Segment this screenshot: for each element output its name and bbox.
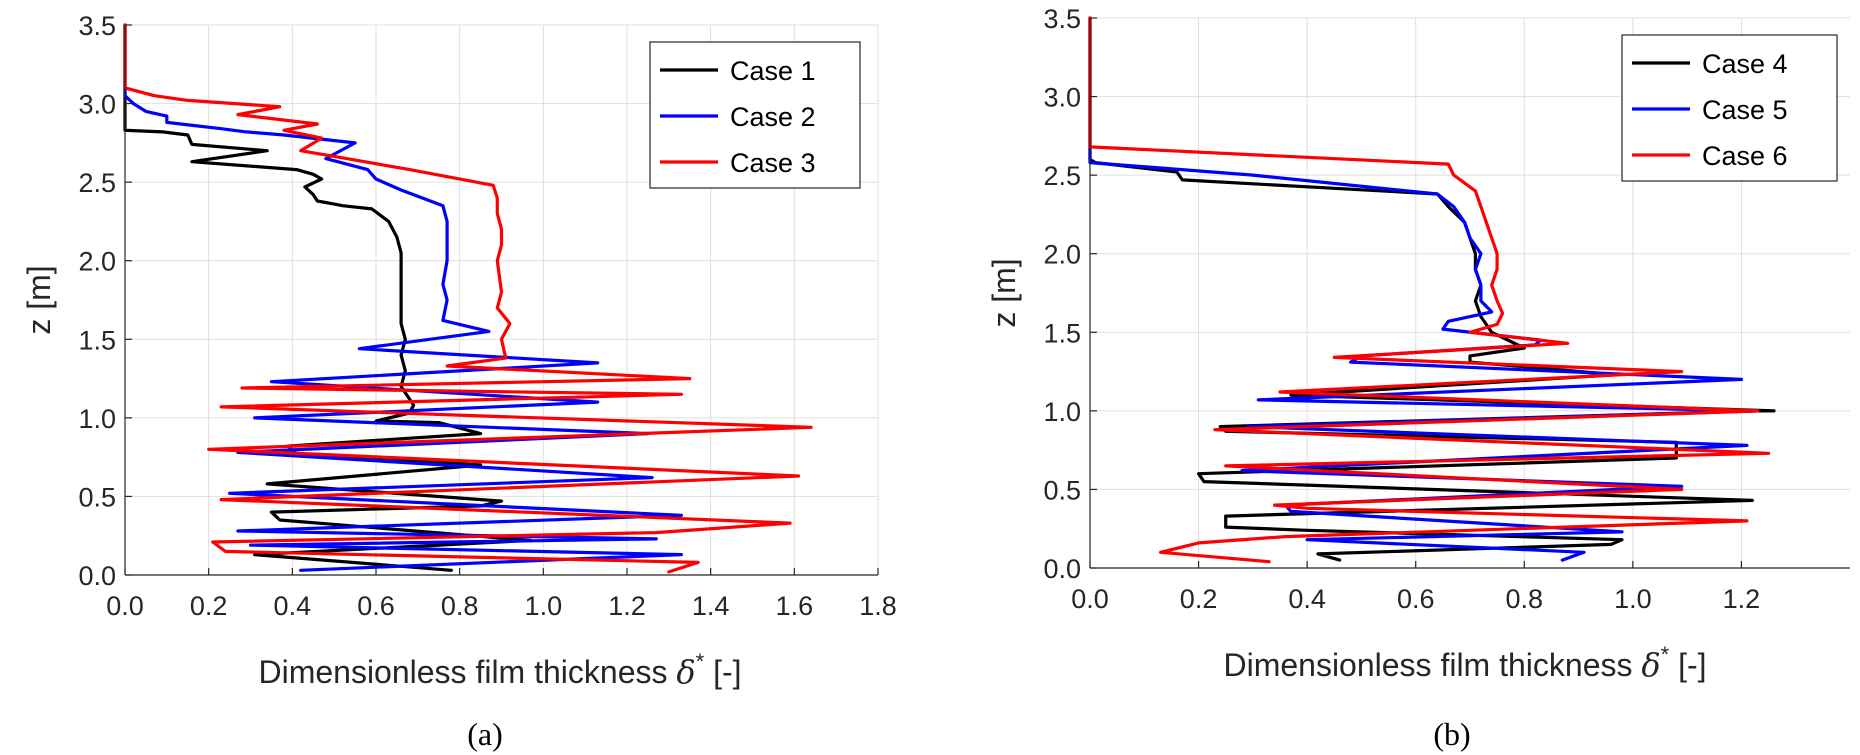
y-tick-label: 1.5	[1043, 318, 1081, 348]
x-axis-label-unit: [-]	[1669, 647, 1706, 683]
y-tick-label: 1.5	[78, 325, 116, 355]
x-tick-label: 0.2	[190, 591, 228, 621]
x-axis-label-sup: *	[696, 649, 705, 674]
x-tick-label: 0.8	[441, 591, 479, 621]
x-axis-label-symbol: δ	[676, 653, 695, 691]
y-tick-label: 0.0	[1043, 554, 1081, 584]
chart-panel-a: 0.0 0.2 0.4 0.6 0.8 1.0 1.2 1.4 1.6 1.8 0.0 0.5 1.0 1…	[21, 11, 897, 752]
series-line-case-3	[123, 23, 813, 574]
legend-label: Case 6	[1702, 141, 1788, 171]
x-tick-label: 1.8	[859, 591, 897, 621]
y-tick-label: 3.5	[1043, 4, 1081, 34]
x-tick-label: 1.2	[608, 591, 646, 621]
x-tick-label: 1.0	[1614, 584, 1652, 614]
panel-caption: (a)	[467, 716, 503, 752]
legend-label: Case 5	[1702, 95, 1788, 125]
y-tick-label: 0.5	[78, 482, 116, 512]
legend: Case 4 Case 5 Case 6	[1621, 34, 1838, 182]
legend-label: Case 2	[730, 102, 816, 132]
series-line-case-1	[123, 23, 533, 572]
legend-label: Case 1	[730, 56, 816, 86]
y-axis-label: z [m]	[986, 258, 1022, 327]
x-tick-label: 0.0	[1071, 584, 1109, 614]
x-tick-label: 0.0	[106, 591, 144, 621]
x-tick-label: 1.2	[1723, 584, 1761, 614]
series-line-case-6	[1088, 16, 1771, 564]
x-axis-label-symbol: δ	[1641, 646, 1660, 684]
x-axis-label-text: Dimensionless film thickness	[258, 654, 676, 690]
x-tick-label: 0.6	[357, 591, 395, 621]
x-tick-label: 1.6	[776, 591, 814, 621]
y-tick-label: 1.0	[1043, 397, 1081, 427]
x-tick-label: 1.4	[692, 591, 730, 621]
series-line-case-4	[1088, 16, 1776, 562]
y-tick-label: 3.5	[78, 11, 116, 41]
panel-caption: (b)	[1433, 716, 1470, 752]
y-tick-label: 3.0	[78, 90, 116, 120]
y-axis-label: z [m]	[21, 265, 57, 334]
x-axis-label: Dimensionless film thickness δ* [-]	[1223, 642, 1706, 684]
x-tick-label: 0.2	[1180, 584, 1218, 614]
series-line-case-2	[123, 23, 684, 572]
legend: Case 1 Case 2 Case 3	[649, 41, 861, 189]
y-tick-label: 0.0	[78, 561, 116, 591]
x-axis-label: Dimensionless film thickness δ* [-]	[258, 649, 741, 691]
legend-label: Case 4	[1702, 49, 1788, 79]
y-tick-label: 2.0	[1043, 240, 1081, 270]
y-tick-label: 0.5	[1043, 475, 1081, 505]
y-tick-label: 1.0	[78, 404, 116, 434]
x-tick-label: 0.6	[1397, 584, 1435, 614]
x-tick-label: 1.0	[525, 591, 563, 621]
chart-panel-b: 0.0 0.2 0.4 0.6 0.8 1.0 1.2 0.0 0.5 1.0 1.5 2.0 2.5 3…	[986, 4, 1850, 752]
y-tick-label: 2.5	[1043, 161, 1081, 191]
y-tick-label: 2.0	[78, 247, 116, 277]
x-tick-label: 0.8	[1506, 584, 1544, 614]
x-axis-label-unit: [-]	[704, 654, 741, 690]
x-tick-label: 0.4	[1288, 584, 1326, 614]
x-axis-label-text: Dimensionless film thickness	[1223, 647, 1641, 683]
y-tick-label: 2.5	[78, 168, 116, 198]
x-tick-label: 0.4	[274, 591, 312, 621]
x-axis-label-sup: *	[1661, 642, 1670, 667]
y-tick-label: 3.0	[1043, 83, 1081, 113]
legend-label: Case 3	[730, 148, 816, 178]
